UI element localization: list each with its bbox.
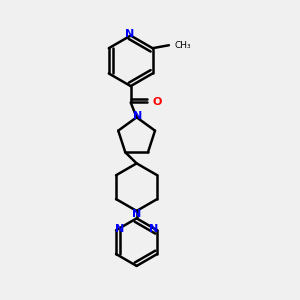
Text: N: N <box>149 224 158 234</box>
Text: O: O <box>152 98 162 107</box>
Text: N: N <box>124 29 134 39</box>
Text: N: N <box>134 111 143 121</box>
Text: CH₃: CH₃ <box>174 41 191 50</box>
Text: N: N <box>132 209 141 220</box>
Text: N: N <box>115 224 124 234</box>
